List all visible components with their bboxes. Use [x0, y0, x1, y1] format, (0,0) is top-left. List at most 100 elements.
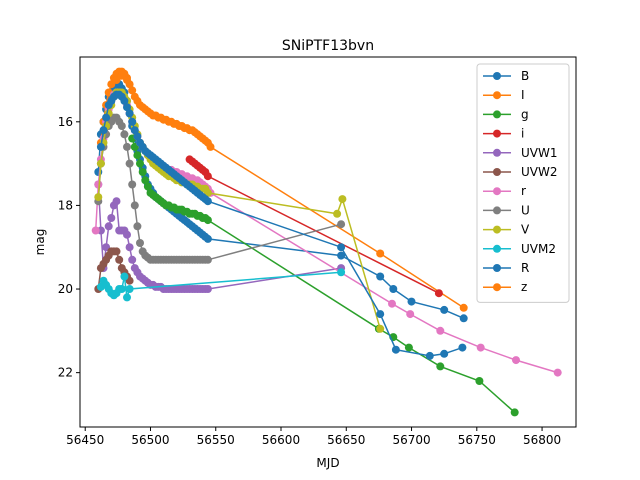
data-point — [459, 314, 468, 323]
series-I — [96, 67, 468, 312]
data-point — [123, 293, 131, 302]
data-point — [120, 272, 129, 281]
series-i — [185, 155, 443, 298]
data-point — [337, 243, 346, 252]
data-point — [117, 285, 126, 293]
data-point — [138, 168, 147, 176]
legend-marker — [493, 148, 501, 157]
data-point — [376, 324, 385, 333]
data-point — [123, 103, 131, 112]
y-axis: 16 18 20 22 — [58, 115, 80, 380]
data-point — [128, 255, 137, 264]
data-point — [476, 343, 485, 352]
data-point — [391, 345, 400, 354]
data-point — [130, 201, 139, 210]
y-tick-label: 16 — [58, 115, 73, 129]
legend-label: z — [521, 280, 527, 294]
data-point — [123, 76, 131, 84]
legend-label: B — [521, 69, 529, 83]
data-point — [337, 251, 346, 260]
plot-frame — [79, 56, 577, 428]
legend-item-I: I — [483, 88, 525, 102]
legend-label: V — [521, 223, 530, 237]
data-point — [125, 243, 134, 252]
legend-item-r: r — [483, 184, 526, 198]
data-point — [115, 255, 124, 264]
data-point — [128, 180, 137, 189]
data-point — [133, 132, 142, 141]
series-R — [96, 90, 467, 360]
legend-label: U — [521, 203, 530, 217]
data-point — [407, 297, 416, 306]
data-point — [376, 310, 385, 319]
data-point — [436, 362, 445, 371]
legend-item-U: U — [483, 203, 530, 217]
data-point — [91, 226, 100, 235]
data-point — [112, 197, 121, 206]
data-point — [376, 249, 385, 258]
data-point — [123, 142, 131, 151]
x-tick-label: 56650 — [327, 433, 365, 447]
legend-item-B: B — [483, 69, 529, 83]
data-point — [99, 126, 108, 135]
data-point — [141, 176, 150, 185]
series-UVW2 — [94, 247, 134, 293]
legend-label: g — [521, 107, 529, 121]
data-point — [434, 289, 443, 298]
data-point — [94, 193, 103, 202]
data-point — [512, 356, 520, 365]
legend-label: UVW1 — [521, 146, 558, 160]
data-point — [133, 151, 142, 160]
data-point — [388, 299, 396, 308]
data-point — [203, 234, 212, 243]
legend-item-V: V — [483, 223, 530, 237]
data-point — [406, 310, 415, 319]
x-tick-label: 56600 — [262, 433, 300, 447]
data-point — [120, 130, 129, 139]
legend-item-UVW2: UVW2 — [483, 165, 558, 179]
legend-item-UVW1: UVW1 — [483, 146, 558, 160]
data-point — [125, 109, 134, 118]
data-point — [203, 216, 212, 225]
x-axis-label: MJD — [316, 456, 339, 470]
data-point — [128, 86, 137, 95]
data-point — [125, 159, 134, 168]
data-point — [123, 230, 131, 239]
data-point — [96, 142, 105, 151]
data-point — [107, 214, 116, 222]
data-point — [440, 349, 449, 358]
x-axis: 56450 56500 56550 56600 56650 56700 56750 56800 — [66, 427, 561, 447]
x-tick-label: 56450 — [66, 433, 104, 447]
legend-label: i — [521, 127, 524, 141]
data-point — [96, 159, 105, 168]
legend-marker — [493, 206, 501, 215]
data-point — [553, 368, 562, 377]
legend-marker — [493, 129, 501, 138]
legend-label: UVW2 — [521, 165, 558, 179]
data-point — [203, 255, 212, 264]
legend-label: R — [521, 261, 529, 275]
data-point — [376, 272, 385, 281]
legend-item-UVM2: UVM2 — [483, 242, 556, 256]
data-point — [425, 351, 434, 360]
legend-item-i: i — [483, 127, 524, 141]
data-point — [136, 159, 144, 168]
legend-item-z: z — [483, 280, 527, 294]
data-point — [510, 408, 519, 417]
y-tick-label: 22 — [58, 366, 73, 380]
data-point — [389, 285, 398, 293]
data-point — [338, 195, 347, 204]
legend-box — [476, 63, 570, 303]
data-point — [206, 142, 215, 151]
legend-label: I — [521, 88, 525, 102]
data-point — [458, 343, 467, 352]
chart-title: SNiPTF13bvn — [282, 38, 374, 54]
data-point — [136, 239, 144, 247]
data-point — [203, 197, 212, 206]
data-point — [117, 122, 126, 130]
data-point — [128, 117, 137, 126]
legend-marker — [493, 225, 501, 234]
series-group — [91, 67, 562, 417]
